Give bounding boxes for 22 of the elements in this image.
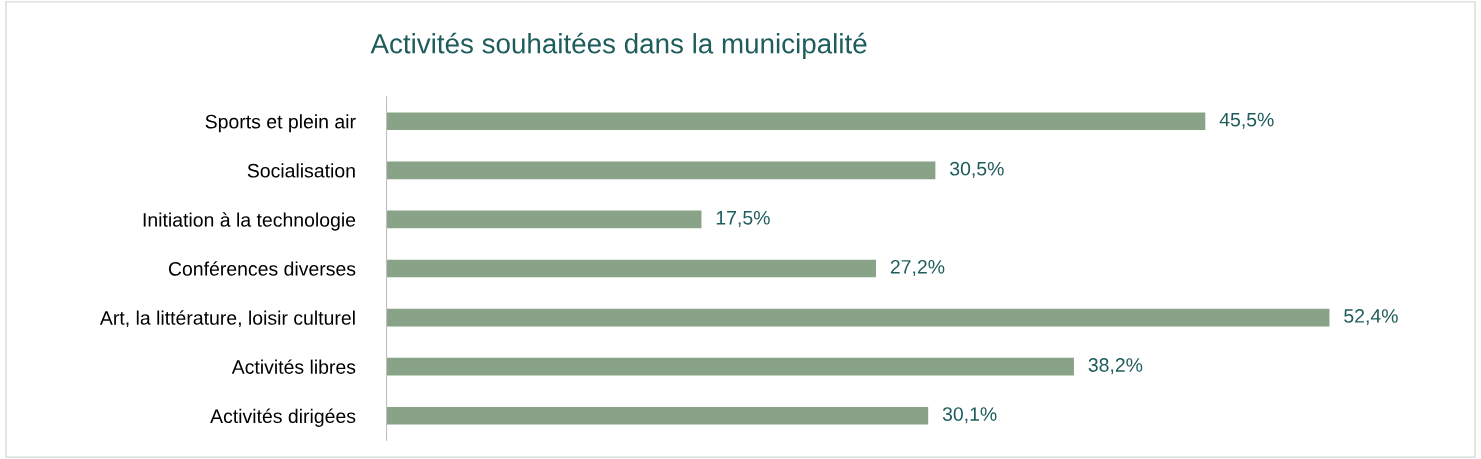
data-label: 52,4%	[1344, 309, 1398, 326]
y-tick-label: Activités libres	[231, 359, 356, 374]
y-tick-label: Sports et plein air	[205, 114, 356, 133]
data-label: 27,2%	[890, 259, 945, 277]
bar	[386, 210, 702, 229]
data-label: 30,1%	[942, 407, 997, 424]
bar	[386, 357, 1074, 376]
y-tick-label: Socialisation	[247, 163, 355, 178]
bar	[386, 259, 876, 278]
chart-title: Activités souhaitées dans la municipalité	[370, 32, 867, 60]
data-label: 45,5%	[1219, 112, 1274, 129]
y-tick-label: Initiation à la technologie	[143, 212, 356, 231]
y-tick-label: Conférences diverses	[168, 261, 356, 276]
data-label: 38,2%	[1088, 358, 1143, 375]
bar	[386, 161, 936, 180]
bar	[386, 308, 1330, 327]
bar	[386, 406, 929, 425]
y-tick-label: Art, la littérature, loisir culturel	[99, 310, 355, 328]
data-label: 30,5%	[950, 161, 1004, 178]
y-tick-label: Activités dirigées	[210, 408, 356, 427]
bar	[386, 112, 1206, 131]
data-label: 17,5%	[716, 210, 770, 227]
